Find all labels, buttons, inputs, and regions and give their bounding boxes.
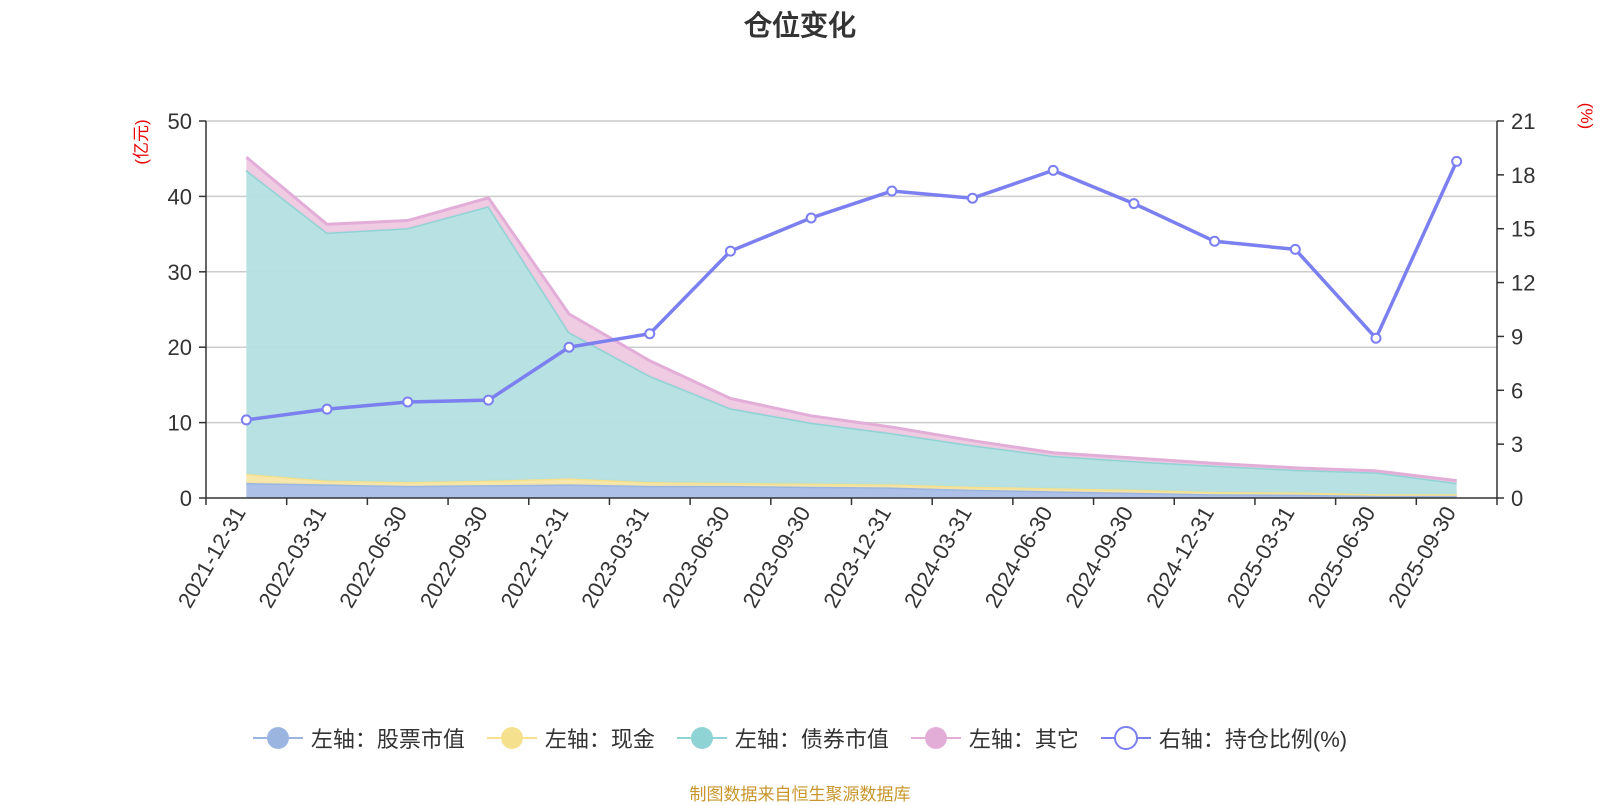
- right-axis-tick-label: 3: [1511, 432, 1523, 457]
- line-point: [805, 212, 817, 224]
- legend-marker-icon: [1100, 726, 1151, 750]
- x-axis-tick-label: 2024-06-30: [980, 502, 1058, 612]
- x-axis-tick-label: 2025-09-30: [1383, 502, 1461, 612]
- line-point: [1289, 243, 1301, 255]
- right-axis-tick-label: 0: [1511, 486, 1523, 511]
- chart-title: 仓位变化: [743, 10, 856, 41]
- legend-marker-icon: [910, 727, 961, 749]
- legend-item[interactable]: 左轴：现金: [486, 722, 655, 754]
- area-edge-左轴：股票市值: [246, 481, 1457, 498]
- left-axis-tick-label: 20: [168, 335, 192, 360]
- area-edge-左轴：其它: [245, 156, 1457, 483]
- area-左轴：债券市值: [246, 170, 1457, 495]
- left-axis-tick-label: 0: [180, 486, 192, 511]
- x-axis-tick-label: 2023-03-31: [576, 502, 654, 612]
- right-axis-tick-label: 9: [1511, 324, 1523, 349]
- line-point: [967, 192, 979, 204]
- x-axis-tick-label: 2025-06-30: [1302, 502, 1380, 612]
- x-axis-tick-label: 2021-12-31: [173, 502, 251, 612]
- line-point: [240, 414, 252, 426]
- x-axis-tick-label: 2023-12-31: [818, 502, 896, 612]
- x-axis-tick-label: 2023-06-30: [657, 502, 735, 612]
- x-axis-tick-label: 2022-03-31: [253, 502, 331, 612]
- legend-label: 左轴：股票市值: [310, 727, 465, 752]
- area-series-layer: [245, 156, 1457, 498]
- line-point: [644, 328, 656, 340]
- line-point: [482, 394, 494, 406]
- line-point: [886, 185, 898, 197]
- left-axis-tick-label: 30: [168, 260, 192, 285]
- legend-marker-icon: [486, 727, 537, 749]
- legend-item[interactable]: 左轴：股票市值: [252, 722, 465, 754]
- legend-item[interactable]: 左轴：债券市值: [676, 722, 889, 754]
- x-axis-tick-label: 2024-09-30: [1060, 502, 1138, 612]
- line-point: [1451, 155, 1463, 167]
- x-axis-tick-label: 2022-06-30: [334, 502, 412, 612]
- line-point: [563, 341, 575, 353]
- x-axis-tick-label: 2022-09-30: [415, 502, 493, 612]
- chart-legend: 左轴：股票市值 左轴：现金 左轴：债券市值 左轴：其它 右轴：持仓比例(%): [0, 722, 1600, 754]
- line-point: [1370, 332, 1382, 344]
- legend-marker-icon: [252, 727, 303, 749]
- legend-marker-icon: [676, 727, 727, 749]
- x-axis-tick-label: 2025-03-31: [1222, 502, 1300, 612]
- legend-label: 右轴：持仓比例(%): [1158, 727, 1348, 752]
- left-axis-tick-label: 10: [168, 411, 192, 436]
- legend-item[interactable]: 右轴：持仓比例(%): [1100, 722, 1348, 754]
- x-axis-tick-label: 2022-12-31: [495, 502, 573, 612]
- right-axis-tick-label: 18: [1511, 163, 1535, 188]
- line-point: [1209, 235, 1221, 247]
- line-point: [321, 403, 333, 415]
- line-point: [1047, 164, 1059, 176]
- legend-label: 左轴：现金: [544, 727, 655, 752]
- line-右轴：持仓比例(%): [246, 160, 1459, 422]
- line-point: [1128, 198, 1140, 210]
- left-axis-unit: (亿元): [132, 119, 151, 164]
- line-point: [402, 396, 414, 408]
- line-point: [724, 245, 736, 257]
- right-axis-tick-label: 15: [1511, 217, 1535, 242]
- x-axis-tick-label: 2023-09-30: [738, 502, 816, 612]
- left-axis-tick-label: 40: [168, 184, 192, 209]
- legend-item[interactable]: 左轴：其它: [910, 722, 1079, 754]
- legend-label: 左轴：其它: [968, 727, 1079, 752]
- right-axis-tick-label: 21: [1511, 109, 1535, 134]
- x-axis-tick-label: 2024-12-31: [1141, 502, 1219, 612]
- right-axis-tick-label: 12: [1511, 271, 1535, 296]
- left-axis-tick-label: 50: [168, 109, 192, 134]
- legend-label: 左轴：债券市值: [734, 727, 889, 752]
- right-axis-unit: (%): [1577, 103, 1596, 129]
- line-series-layer: [240, 155, 1463, 426]
- x-axis-tick-label: 2024-03-31: [899, 502, 977, 612]
- right-axis-tick-label: 6: [1511, 378, 1523, 403]
- source-note: 制图数据来自恒生聚源数据库: [689, 785, 911, 804]
